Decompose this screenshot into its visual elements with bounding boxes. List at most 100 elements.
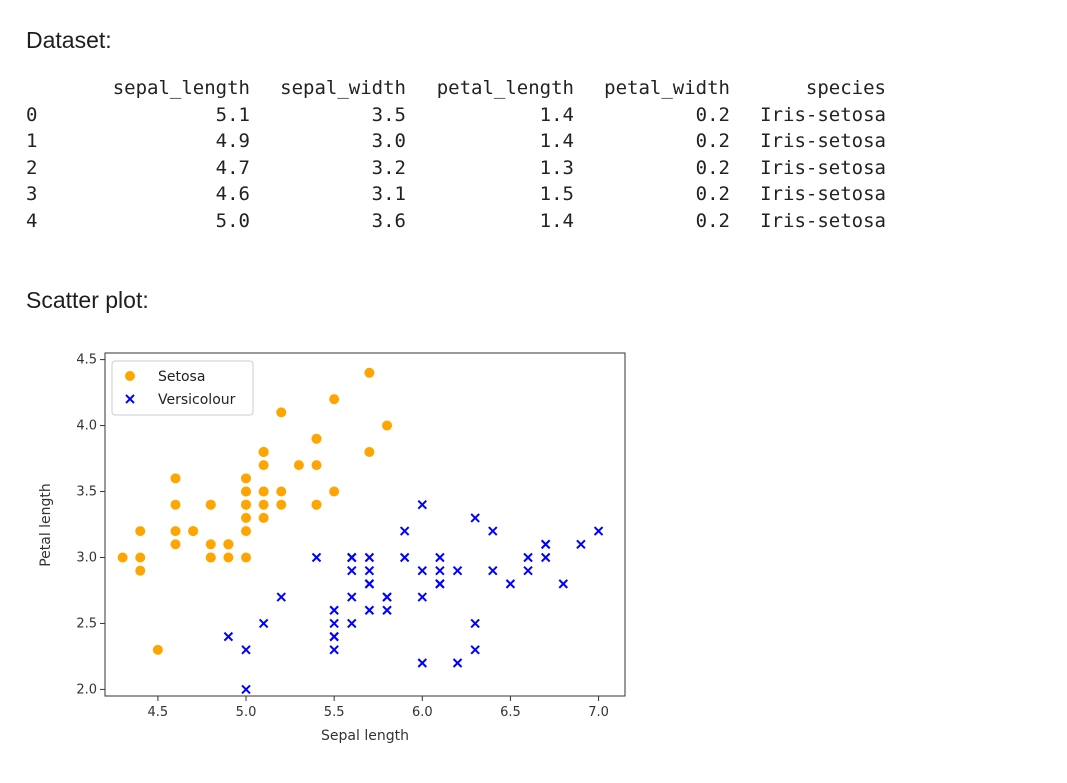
setosa-point (241, 473, 252, 484)
table-cell: 0.2 (695, 130, 730, 153)
x-tick-label: 6.5 (500, 705, 521, 720)
setosa-point (170, 473, 181, 484)
x-tick-label: 4.5 (148, 705, 169, 720)
versicolour-point (417, 592, 427, 602)
versicolour-point (435, 552, 445, 563)
setosa-point (329, 486, 340, 497)
dataset-heading: Dataset: (26, 27, 112, 53)
legend-x-marker (125, 394, 135, 404)
row-index: 0 (26, 103, 38, 126)
versicolour-point (523, 552, 533, 563)
setosa-point (135, 565, 146, 576)
versicolour-point (417, 500, 427, 510)
column-header: petal_length (436, 77, 574, 99)
versicolour-point (329, 605, 339, 615)
table-cell: 1.3 (539, 156, 574, 179)
table-cell: 3.6 (371, 209, 406, 232)
versicolour-point (347, 618, 357, 629)
versicolour-point (488, 526, 498, 536)
versicolour-point (417, 658, 427, 668)
y-tick-label: 3.0 (76, 550, 97, 565)
legend: Setosa Versicolour (111, 360, 254, 416)
table-row: 2 4.7 3.2 1.3 0.2 Iris-setosa (26, 155, 886, 182)
legend-marker-versicolour (125, 394, 135, 404)
versicolour-point (329, 618, 339, 629)
versicolour-point (470, 645, 480, 655)
setosa-point (170, 539, 181, 550)
setosa-point (382, 420, 393, 431)
versicolour-point (452, 565, 463, 576)
versicolour-point (576, 539, 586, 549)
table-row: 0 5.1 3.5 1.4 0.2 Iris-setosa (26, 102, 886, 129)
table-cell: 3.5 (371, 103, 406, 126)
versicolour-point (399, 526, 410, 536)
setosa-point (276, 407, 287, 418)
setosa-point (205, 552, 216, 563)
table-cell: 4.6 (215, 183, 250, 206)
table-cell: 0.2 (695, 209, 730, 232)
table-cell: 4.9 (215, 130, 250, 153)
versicolour-point (382, 592, 392, 602)
setosa-point (241, 512, 252, 523)
setosa-point (170, 499, 181, 510)
setosa-point (258, 486, 269, 497)
versicolour-point (523, 565, 533, 576)
legend-circle-marker (125, 371, 135, 381)
index-header (26, 75, 66, 102)
row-index: 1 (26, 130, 38, 153)
setosa-point (170, 526, 181, 537)
setosa-point (258, 460, 269, 471)
versicolour-point (558, 579, 569, 589)
x-axis: 4.5 5.0 5.5 6.0 6.5 7.0 (148, 696, 609, 720)
column-header: sepal_length (112, 77, 250, 99)
table-cell: 1.4 (539, 103, 574, 126)
versicolour-point (347, 565, 357, 576)
x-tick-label: 5.0 (236, 705, 257, 720)
y-axis-label: Petal length (38, 483, 54, 567)
versicolour-point (329, 631, 339, 642)
table-cell: 3.2 (371, 156, 406, 179)
versicolour-point (470, 618, 480, 629)
setosa-point (135, 526, 146, 537)
legend-marker-setosa (125, 371, 135, 381)
setosa-point (117, 552, 128, 563)
versicolour-point (540, 552, 551, 563)
versicolour-point (382, 605, 392, 615)
versicolour-point (347, 552, 357, 563)
setosa-point (241, 526, 252, 537)
setosa-point (258, 446, 269, 457)
versicolour-point (276, 592, 286, 602)
setosa-point (311, 460, 322, 471)
table-cell: 3.1 (371, 183, 406, 206)
versicolour-point (364, 579, 375, 589)
table-cell: Iris-setosa (760, 103, 886, 126)
table-cell: Iris-setosa (760, 183, 886, 206)
legend-label-versicolour: Versicolour (158, 392, 236, 408)
y-tick-label: 4.0 (76, 419, 97, 434)
scatter-chart: 4.5 5.0 5.5 6.0 6.5 7.0 2.0 2.5 3.0 3.5 4.0 4.5 Se… (38, 352, 626, 744)
setosa-point (364, 446, 375, 457)
setosa-point (329, 394, 340, 405)
setosa-point (223, 539, 234, 550)
x-tick-label: 6.0 (412, 705, 433, 720)
data-points (117, 367, 604, 695)
setosa-point (205, 499, 216, 510)
legend-box (111, 360, 254, 416)
row-index: 4 (26, 209, 38, 232)
column-header: petal_width (604, 77, 730, 99)
scatter-heading: Scatter plot: (26, 287, 149, 313)
versicolour-point (435, 565, 445, 576)
versicolour-point (470, 513, 480, 523)
legend-label-setosa: Setosa (158, 369, 205, 385)
y-tick-label: 2.5 (76, 616, 97, 631)
versicolour-point (488, 565, 498, 576)
table-cell: 3.0 (371, 130, 406, 153)
setosa-point (258, 512, 269, 523)
table-cell: 0.2 (695, 183, 730, 206)
table-cell: 1.4 (539, 130, 574, 153)
versicolour-point (329, 645, 339, 655)
setosa-point (311, 499, 322, 510)
versicolour-point (417, 565, 427, 576)
versicolour-point (435, 579, 445, 589)
setosa-point (205, 539, 216, 550)
